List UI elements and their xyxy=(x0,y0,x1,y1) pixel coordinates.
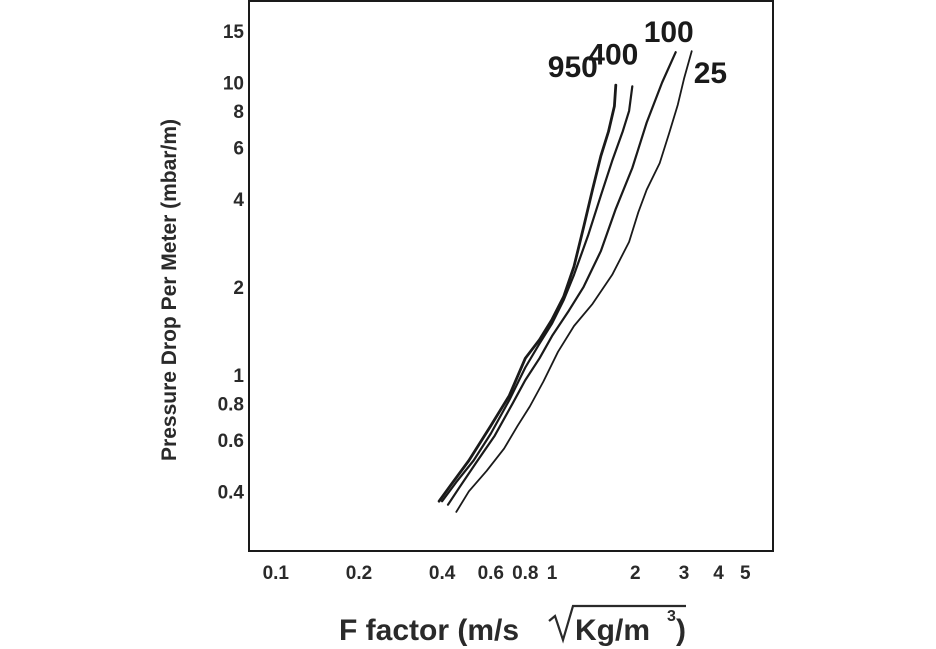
series-line-25 xyxy=(455,50,693,513)
y-tick-label: 8 xyxy=(233,102,244,123)
y-tick-label: 0.6 xyxy=(218,431,244,452)
y-tick-label: 2 xyxy=(233,278,244,299)
x-axis-title-part-1: F factor (m/s xyxy=(339,614,519,647)
svg-text:Kg/m: Kg/m xyxy=(575,614,650,647)
y-axis-title: Pressure Drop Per Meter (mbar/m) xyxy=(158,119,181,461)
y-tick-label: 15 xyxy=(223,22,245,43)
series-layer xyxy=(437,50,693,513)
y-tick-label: 4 xyxy=(233,190,244,211)
y-tick-label: 1 xyxy=(233,366,244,387)
y-tick-label: 0.8 xyxy=(218,394,244,415)
x-tick-label: 2 xyxy=(630,563,641,584)
x-tick-label: 0.8 xyxy=(512,563,538,584)
svg-text:F factor (m/s: F factor (m/s xyxy=(339,614,519,647)
sqrt-radical-icon xyxy=(548,604,686,644)
y-tick-label: 0.4 xyxy=(218,482,245,503)
x-axis-title-part-2: Kg/m xyxy=(575,614,650,647)
x-tick-label: 3 xyxy=(679,563,690,584)
y-tick-labels: 0.4 0.6 0.8 1 2 4 6 8 10 15 xyxy=(218,22,245,503)
curve-label-25: 25 xyxy=(694,57,727,90)
curve-label-400: 400 xyxy=(588,38,638,71)
series-line-400 xyxy=(441,85,634,503)
series-line-950 xyxy=(437,83,618,503)
y-tick-label: 6 xyxy=(233,138,244,159)
x-tick-label: 1 xyxy=(547,563,558,584)
curve-label-100: 100 xyxy=(644,16,694,49)
series-line-100 xyxy=(446,51,677,506)
x-axis-title-superscript: 3 xyxy=(667,608,676,625)
x-tick-labels: 0.1 0.2 0.4 0.6 0.8 1 2 3 4 5 xyxy=(263,563,751,584)
x-tick-label: 0.4 xyxy=(429,563,456,584)
y-tick-label: 10 xyxy=(223,74,244,95)
x-tick-label: 4 xyxy=(713,563,724,584)
x-tick-label: 0.6 xyxy=(478,563,504,584)
x-tick-label: 5 xyxy=(740,563,751,584)
plot-frame xyxy=(248,0,774,552)
x-tick-label: 0.1 xyxy=(263,563,290,584)
x-axis-title: F factor (m/s Kg/m 3 ) xyxy=(339,604,686,647)
curve-label-950: 950 xyxy=(548,51,598,84)
x-tick-label: 0.2 xyxy=(346,563,372,584)
x-axis-title-part-4: ) xyxy=(676,614,686,647)
